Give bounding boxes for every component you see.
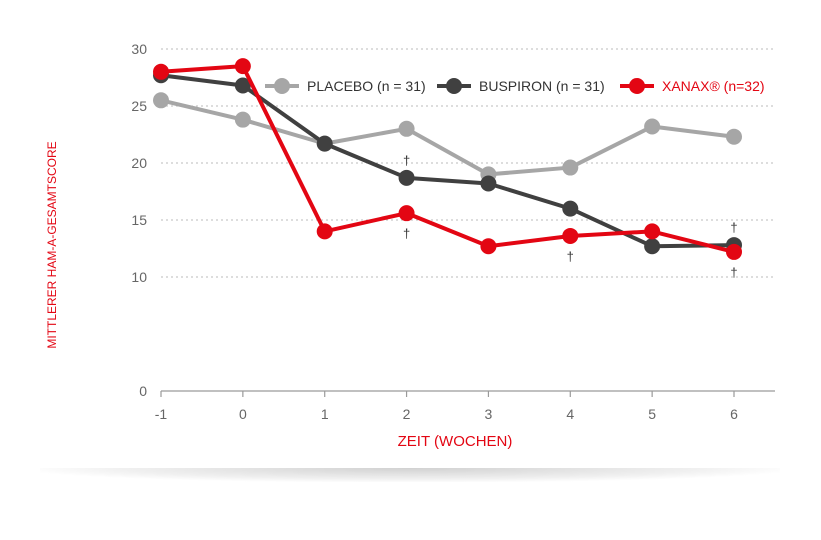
- legend-label: XANAX® (n=32): [662, 78, 765, 94]
- data-point: [398, 120, 415, 137]
- data-point: [234, 58, 251, 75]
- data-point: [726, 128, 742, 145]
- y-axis-label: MITTLERER HAM-A-GESAMTSCORE: [45, 141, 59, 348]
- series-line: [160, 64, 735, 254]
- legend: PLACEBO (n = 31) BUSPIRON (n = 31) XANAX® …: [265, 78, 765, 94]
- data-point: [234, 111, 251, 128]
- x-axis-label: ZEIT (WOCHEN): [398, 433, 513, 450]
- dagger-annotation: †: [403, 226, 410, 241]
- data-point: [480, 238, 497, 255]
- x-tick-label: 5: [648, 406, 656, 422]
- data-point: [234, 77, 251, 94]
- data-point: [316, 223, 333, 240]
- legend-item-buspiron: BUSPIRON (n = 31): [437, 78, 605, 94]
- bottom-shadow: [40, 468, 780, 482]
- data-point: [480, 175, 497, 192]
- annotations: † † † † †: [403, 153, 738, 280]
- y-tick-label: 30: [131, 41, 147, 57]
- data-point: [316, 135, 333, 152]
- series-line: [160, 98, 735, 177]
- legend-item-placebo: PLACEBO (n = 31): [265, 78, 426, 94]
- x-tick-label: 0: [239, 406, 247, 422]
- axes: 0 10 15 20 25 30 -1 0 1 2 3 4 5 6: [131, 41, 775, 422]
- series-line: [160, 73, 735, 249]
- data-point: [398, 169, 415, 186]
- data-point: [644, 118, 661, 135]
- data-point: [153, 92, 169, 109]
- x-tick-label: 6: [730, 406, 738, 422]
- y-tick-label: 20: [131, 155, 147, 171]
- data-point: [562, 227, 579, 244]
- data-point: [153, 63, 169, 80]
- dagger-annotation: †: [730, 220, 737, 235]
- data-point: [562, 159, 579, 176]
- grid: [161, 48, 775, 278]
- data-point: [644, 223, 661, 240]
- dagger-annotation: †: [730, 265, 737, 280]
- series-lines: [153, 58, 742, 260]
- legend-swatch-marker: [446, 78, 462, 94]
- legend-item-xanax: XANAX® (n=32): [620, 78, 765, 94]
- x-tick-label: 1: [321, 406, 329, 422]
- dagger-annotation: †: [403, 153, 410, 168]
- x-tick-label: 4: [566, 406, 574, 422]
- y-tick-label: 10: [131, 269, 147, 285]
- x-tick-label: 3: [485, 406, 493, 422]
- legend-swatch-marker: [629, 78, 645, 94]
- x-tick-label: -1: [155, 406, 168, 422]
- data-point: [644, 238, 661, 255]
- data-point: [562, 200, 579, 217]
- data-point: [726, 243, 742, 260]
- y-tick-label: 15: [131, 212, 147, 228]
- data-point: [398, 205, 415, 222]
- x-tick-label: 2: [403, 406, 411, 422]
- legend-label: PLACEBO (n = 31): [307, 78, 426, 94]
- dagger-annotation: †: [567, 249, 574, 264]
- legend-label: BUSPIRON (n = 31): [479, 78, 605, 94]
- y-tick-label: 0: [139, 383, 147, 399]
- y-tick-label: 25: [131, 98, 147, 114]
- legend-swatch-marker: [274, 78, 290, 94]
- series-xanax: [153, 58, 742, 260]
